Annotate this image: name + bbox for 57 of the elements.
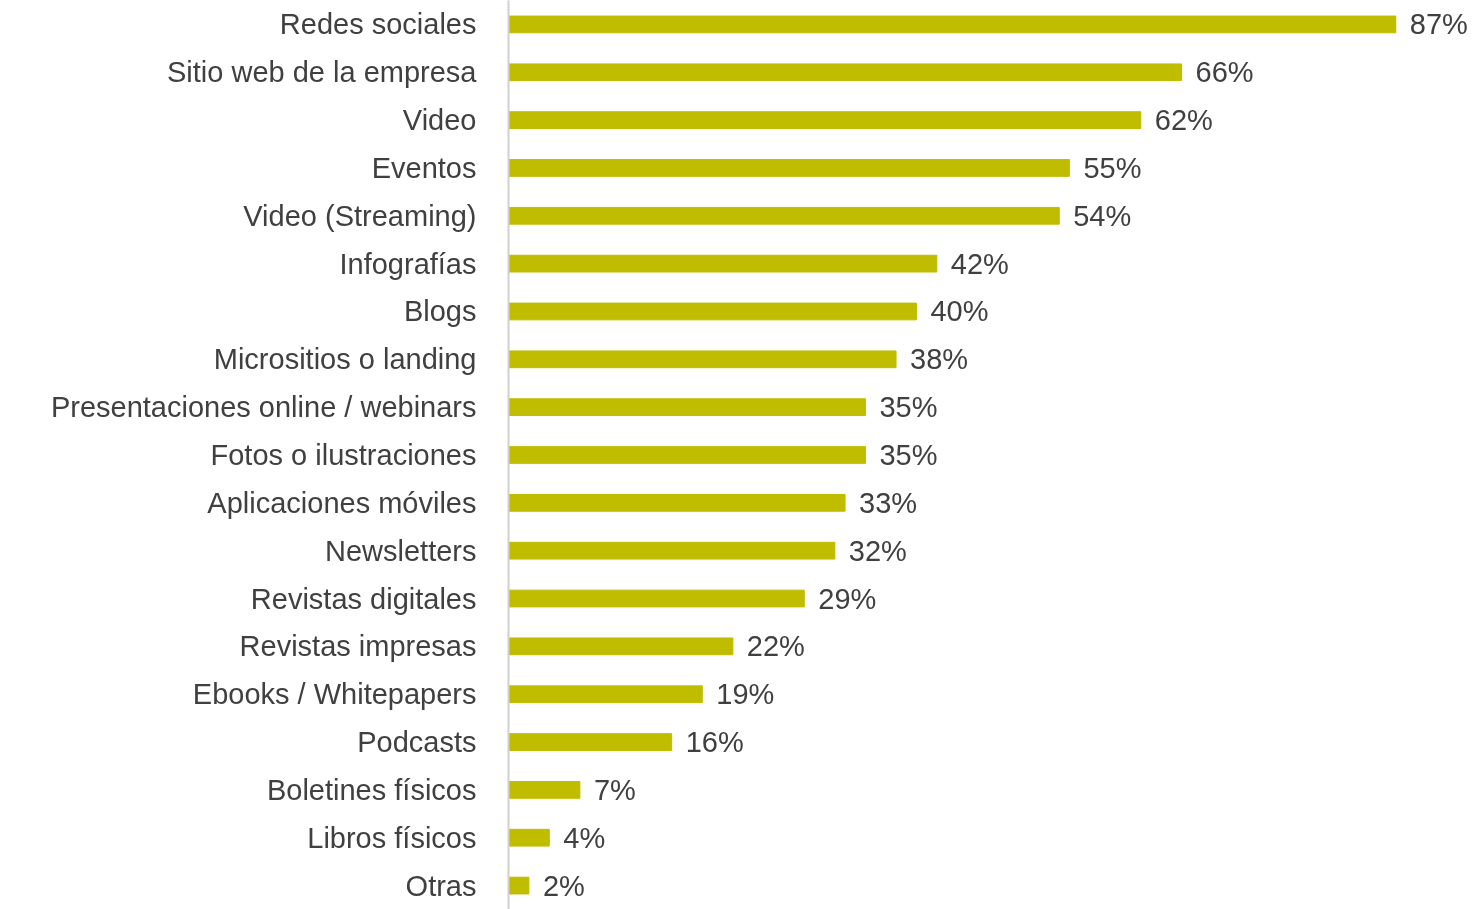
bar <box>508 541 836 560</box>
y-tick-label: Infografías <box>339 247 477 280</box>
bar <box>508 637 734 656</box>
y-tick-label: Podcasts <box>357 726 477 759</box>
data-label: 16% <box>685 726 744 759</box>
bar <box>508 63 1183 82</box>
bar <box>508 111 1142 129</box>
data-label: 33% <box>859 486 918 519</box>
data-label: 42% <box>950 247 1009 280</box>
y-tick-label: Newsletters <box>325 534 477 567</box>
bar <box>508 685 703 704</box>
y-tick-label: Micrositios o landing <box>213 343 477 376</box>
y-tick-label: Aplicaciones móviles <box>207 486 477 519</box>
y-tick-label: Boletines físicos <box>266 773 477 806</box>
bar <box>508 302 917 321</box>
data-label: 35% <box>879 391 938 424</box>
data-label: 19% <box>716 678 775 711</box>
bar <box>508 828 550 847</box>
y-tick-label: Fotos o ilustraciones <box>210 439 477 471</box>
bar <box>508 254 938 273</box>
y-tick-label: Revistas impresas <box>239 630 477 663</box>
y-tick-label: Eventos <box>371 151 477 184</box>
data-label: 2% <box>542 869 585 902</box>
y-tick-label: Libros físicos <box>307 821 477 854</box>
data-label: 35% <box>879 439 938 471</box>
y-tick-label: Presentaciones online / webinars <box>50 391 477 424</box>
data-label: 55% <box>1083 151 1142 184</box>
y-tick-label: Video (Streaming) <box>243 199 477 232</box>
bar <box>508 206 1060 225</box>
data-label: 4% <box>563 821 606 854</box>
y-tick-label: Sitio web de la empresa <box>167 56 478 89</box>
bar <box>508 398 866 417</box>
y-tick-label: Otras <box>405 869 477 902</box>
bar <box>508 733 673 751</box>
bar <box>508 876 530 895</box>
bar <box>508 446 866 464</box>
data-label: 62% <box>1154 104 1213 137</box>
data-label: 40% <box>930 295 989 328</box>
bar <box>508 781 581 799</box>
data-label: 7% <box>593 773 636 806</box>
bar <box>508 15 1397 34</box>
y-tick-label: Redes sociales <box>279 8 477 41</box>
data-label: 32% <box>848 534 907 567</box>
data-label: 22% <box>746 630 805 663</box>
y-tick-label: Blogs <box>403 295 477 328</box>
bar <box>508 589 805 608</box>
bar <box>508 350 897 369</box>
bar <box>508 159 1070 177</box>
data-label: 87% <box>1409 8 1468 41</box>
y-tick-label: Revistas digitales <box>250 582 477 615</box>
y-tick-label: Ebooks / Whitepapers <box>192 678 477 711</box>
data-label: 29% <box>818 582 877 615</box>
y-tick-label: Video <box>402 104 477 137</box>
data-label: 38% <box>910 343 969 376</box>
bar <box>508 493 846 512</box>
data-label: 66% <box>1195 56 1254 89</box>
data-label: 54% <box>1073 199 1132 232</box>
